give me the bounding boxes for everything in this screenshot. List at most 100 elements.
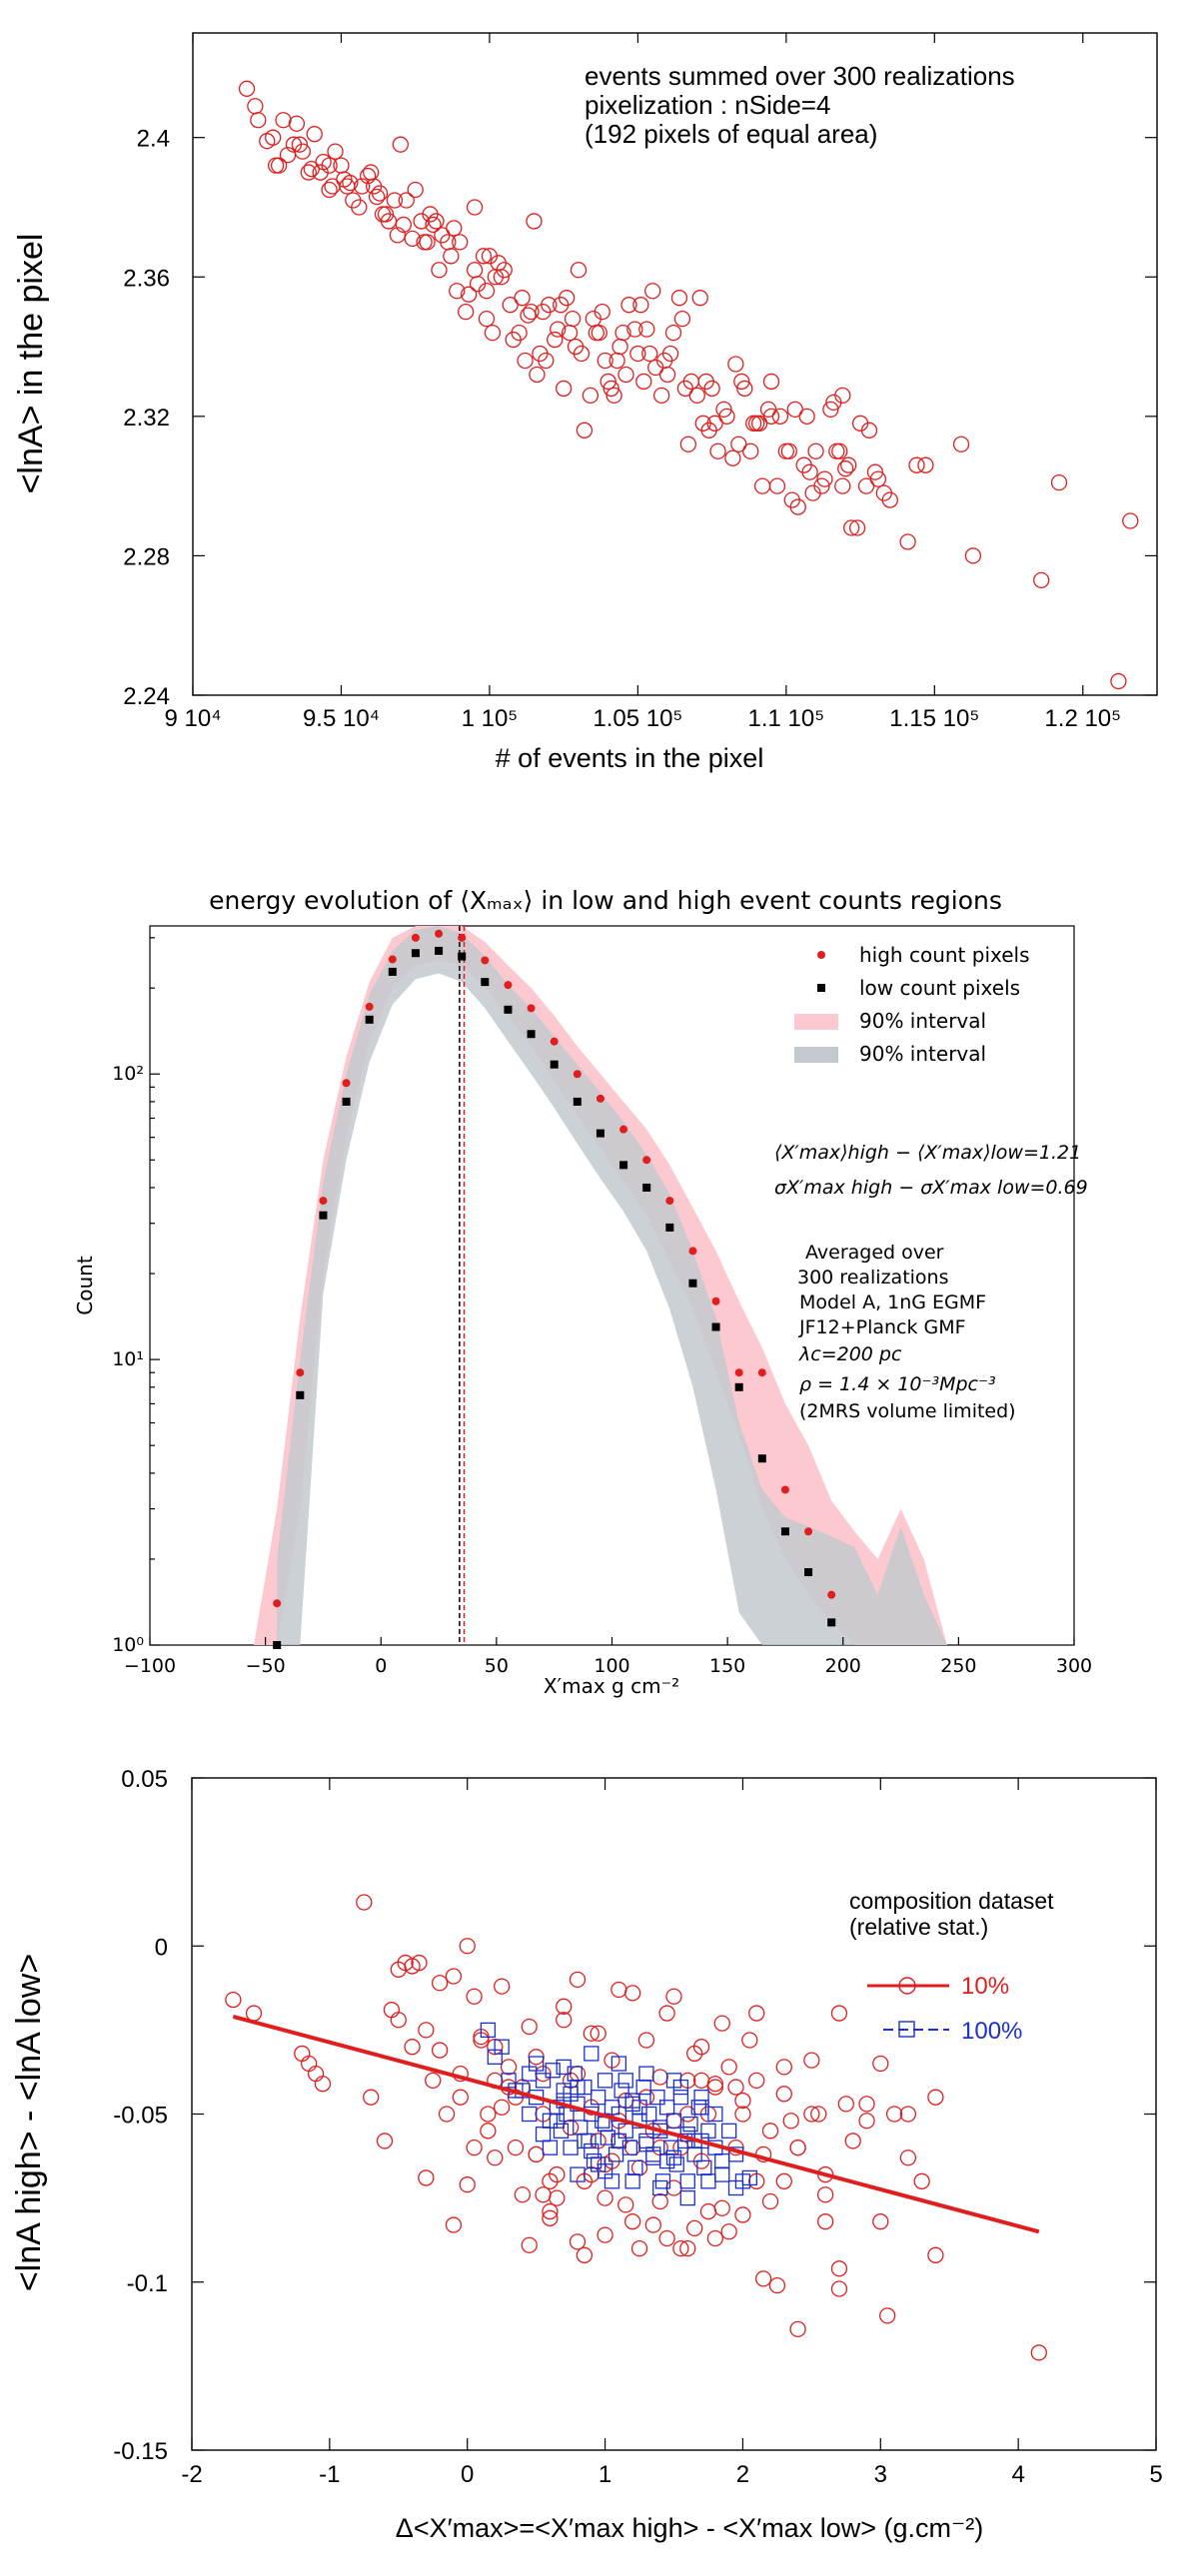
red-point	[418, 2169, 435, 2186]
data-point	[899, 533, 916, 550]
blue-point	[679, 2189, 695, 2206]
low-count-point	[734, 1382, 743, 1391]
annotation-line-1: events summed over 300 realizations	[585, 61, 1015, 91]
data-point	[626, 321, 643, 338]
red-point	[583, 2025, 600, 2042]
x-tick-label: 3	[874, 2461, 887, 2488]
data-point	[324, 178, 341, 195]
high-count-point	[481, 956, 490, 965]
data-point	[466, 262, 484, 279]
red-point	[844, 2133, 861, 2149]
legend: high count pixels low count pixels 90% i…	[794, 943, 1030, 1066]
high-count-point	[619, 1125, 628, 1134]
red-point	[665, 2113, 682, 2130]
blue-point	[679, 2173, 695, 2189]
data-point	[431, 262, 448, 279]
data-point	[428, 213, 445, 230]
red-point	[521, 2236, 538, 2253]
low-count-point	[365, 1015, 374, 1024]
blue-point	[624, 2093, 640, 2109]
red-point	[494, 1978, 511, 1995]
low-count-point	[273, 1641, 282, 1649]
low-count-point	[527, 1030, 536, 1039]
red-point	[445, 2216, 463, 2233]
x-tick-label: 5	[1149, 2461, 1162, 2488]
blue-point	[645, 2149, 661, 2165]
data-point	[822, 401, 839, 419]
x-tick-label: 0	[461, 2461, 474, 2488]
red-point	[528, 2146, 545, 2163]
blue-point	[610, 2056, 627, 2072]
data-point	[605, 387, 622, 405]
data-point	[443, 248, 460, 265]
data-point	[703, 380, 720, 398]
high-count-point	[527, 1004, 536, 1013]
legend-marker-low	[817, 984, 825, 992]
blue-point	[682, 2116, 698, 2133]
red-point	[775, 2172, 792, 2189]
red-point	[830, 2280, 848, 2297]
high-count-point	[688, 1247, 697, 1256]
data-point	[1050, 473, 1068, 491]
red-point	[431, 1975, 449, 1992]
data-point	[715, 401, 732, 419]
annotation-averaged: Averaged over	[805, 1242, 944, 1264]
legend-marker-high	[817, 951, 825, 959]
red-point	[816, 2213, 834, 2230]
data-point	[602, 380, 619, 398]
data-point	[848, 519, 866, 536]
data-point	[1110, 672, 1127, 690]
data-point	[718, 408, 735, 425]
data-point	[688, 387, 705, 405]
data-point	[440, 234, 457, 251]
data-point	[676, 380, 694, 398]
data-point	[321, 157, 338, 174]
data-point	[733, 373, 750, 391]
data-point	[279, 146, 297, 164]
legend-swatch-grey-band	[794, 1047, 838, 1063]
data-point	[952, 435, 970, 452]
data-point	[869, 470, 887, 487]
low-count-point	[619, 1161, 628, 1170]
red-point	[658, 2005, 675, 2022]
data-point	[638, 321, 655, 338]
blue-point	[597, 2073, 613, 2089]
scatter-chart-lna-diff: -2 -1 0 1 2 3 4 5 -0.15 -0.1 -0.05 0 0.05 compositio…	[10, 1766, 1163, 2543]
low-count-point	[458, 952, 467, 961]
red-point	[562, 2119, 580, 2137]
x-axis-title: # of events in the pixel	[496, 743, 764, 773]
low-count-point	[504, 1005, 513, 1014]
high-count-point	[757, 1368, 766, 1377]
blue-point	[535, 2127, 552, 2143]
red-point	[885, 2106, 903, 2123]
red-point	[830, 2260, 848, 2277]
low-count-point	[688, 1279, 697, 1288]
red-point	[390, 2012, 407, 2029]
red-point	[307, 2065, 325, 2083]
red-point	[418, 2022, 435, 2039]
red-point	[665, 1988, 682, 2005]
red-point	[761, 2192, 779, 2210]
low-count-point	[757, 1454, 766, 1463]
high-count-point	[665, 1197, 674, 1206]
data-point	[661, 345, 679, 363]
band-high-90pct	[254, 926, 947, 1645]
red-point	[706, 2076, 724, 2093]
data-point	[632, 297, 649, 314]
data-point	[611, 338, 628, 356]
data-point	[742, 442, 759, 459]
blue-point	[658, 2100, 675, 2116]
red-point	[630, 2159, 648, 2176]
blue-point	[494, 2039, 510, 2055]
x-tick-label: −50	[246, 1655, 286, 1677]
data-point	[748, 415, 765, 431]
red-point	[679, 2239, 696, 2257]
blue-point	[700, 2123, 716, 2139]
red-point	[810, 2106, 827, 2123]
blue-point	[522, 2066, 538, 2082]
x-tick-label: 1	[599, 2461, 611, 2488]
blue-point	[535, 2073, 552, 2089]
red-point	[706, 2229, 724, 2247]
red-point	[858, 2113, 875, 2130]
data-point	[597, 352, 613, 370]
